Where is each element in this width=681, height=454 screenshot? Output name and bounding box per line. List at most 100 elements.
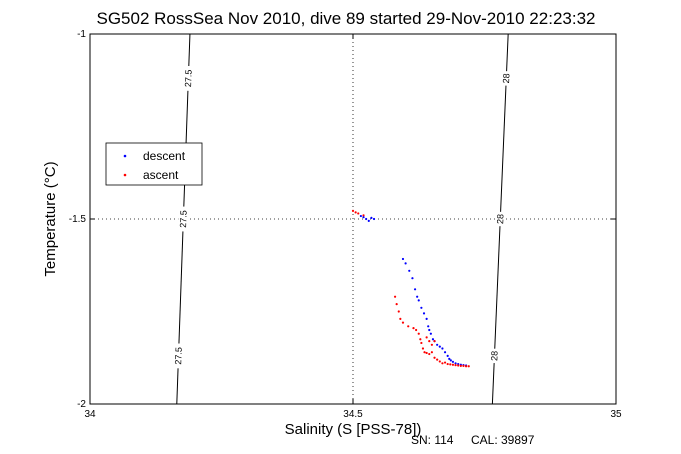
point-descent xyxy=(425,317,428,320)
point-ascent xyxy=(423,351,426,354)
point-ascent xyxy=(421,347,425,350)
isopycnal-label-bg xyxy=(173,343,184,369)
point-ascent xyxy=(428,352,431,356)
point-ascent xyxy=(436,358,439,361)
point-descent xyxy=(404,262,407,265)
isopycnal-label-bg xyxy=(489,348,500,364)
isopycnal-label: 27.5 xyxy=(173,347,184,365)
isopycnals: 27.5 27.5 27.5 28 28 28 xyxy=(173,33,512,405)
point-descent xyxy=(449,359,452,362)
isopycnal-label-bg xyxy=(177,206,189,232)
point-descent xyxy=(451,360,455,363)
point-ascent xyxy=(417,332,420,335)
axis-ticks: 34 34.5 35 -1 -1.5 -2 xyxy=(69,29,622,420)
x-tick-label: 34.5 xyxy=(343,409,363,420)
point-ascent xyxy=(467,365,470,368)
point-descent xyxy=(448,357,451,360)
data-points xyxy=(351,209,470,368)
point-descent xyxy=(411,277,414,280)
point-ascent xyxy=(419,338,422,341)
point-ascent xyxy=(399,317,402,320)
point-descent xyxy=(401,257,405,261)
isopycnal-label: 27.5 xyxy=(183,69,194,87)
legend-box xyxy=(105,142,203,186)
point-ascent xyxy=(415,328,418,332)
point-ascent xyxy=(433,356,436,359)
point-ascent xyxy=(457,364,460,367)
point-ascent xyxy=(393,295,397,298)
point-ascent xyxy=(395,303,398,306)
x-axis-label: Salinity (S [PSS-78]) xyxy=(285,421,422,438)
point-ascent xyxy=(401,321,405,324)
point-descent xyxy=(413,288,417,291)
point-descent xyxy=(370,216,373,219)
y-tick-label: -1 xyxy=(77,29,86,40)
y-axis-label: Temperature (°C) xyxy=(42,161,59,276)
point-descent xyxy=(372,217,376,221)
point-descent xyxy=(359,214,362,218)
point-ascent xyxy=(430,351,433,354)
point-descent xyxy=(441,347,444,350)
point-ascent xyxy=(351,209,355,212)
point-descent xyxy=(431,338,435,341)
point-ascent xyxy=(462,364,465,367)
calibration: CAL: 39897 xyxy=(471,433,535,447)
isopycnal-label-bg xyxy=(494,211,506,227)
point-ascent xyxy=(428,340,431,343)
point-ascent xyxy=(420,341,423,345)
point-ascent xyxy=(425,351,428,355)
point-descent xyxy=(428,328,431,332)
point-ascent xyxy=(438,360,441,363)
point-ascent xyxy=(459,364,462,367)
legend-marker-ascent xyxy=(123,173,127,177)
grid-lines xyxy=(90,34,616,404)
x-tick-label: 35 xyxy=(610,409,622,420)
point-ascent xyxy=(454,364,457,367)
legend-label-descent: descent xyxy=(143,149,186,163)
point-descent xyxy=(362,216,365,219)
legend-marker-descent xyxy=(123,154,127,158)
point-descent xyxy=(420,306,423,309)
point-descent xyxy=(416,295,419,298)
chart-title: SG502 RossSea Nov 2010, dive 89 started … xyxy=(97,9,596,28)
point-ascent xyxy=(407,325,410,328)
y-tick-label: -2 xyxy=(77,399,86,410)
point-ascent xyxy=(441,362,444,365)
point-ascent xyxy=(433,340,436,343)
legend: descent ascent xyxy=(105,142,203,186)
point-ascent xyxy=(446,362,449,366)
point-descent xyxy=(408,269,411,272)
isopycnal-label: 27.5 xyxy=(178,210,189,228)
serial-number: SN: 114 xyxy=(411,433,454,447)
point-ascent xyxy=(354,211,357,214)
point-descent xyxy=(365,217,368,221)
point-ascent xyxy=(451,363,455,366)
point-ascent xyxy=(397,310,400,313)
isopycnal-label-bg xyxy=(500,70,512,86)
point-descent xyxy=(443,351,447,354)
point-ascent xyxy=(443,361,447,364)
isopycnal-label-bg xyxy=(182,65,194,91)
point-descent xyxy=(367,219,370,222)
isopycnal-label: 28 xyxy=(501,73,511,83)
point-ascent xyxy=(464,365,468,368)
point-ascent xyxy=(357,212,360,215)
point-descent xyxy=(422,312,426,315)
point-descent xyxy=(438,345,441,348)
point-ascent xyxy=(449,363,452,366)
isopycnal-label: 28 xyxy=(495,214,505,224)
point-ascent xyxy=(425,336,428,339)
isopycnal-label: 28 xyxy=(489,351,499,361)
point-descent xyxy=(417,299,420,302)
point-descent xyxy=(429,332,432,335)
point-descent xyxy=(454,362,457,365)
legend-label-ascent: ascent xyxy=(143,168,179,182)
point-ascent xyxy=(412,327,415,330)
point-ascent xyxy=(362,214,365,217)
x-tick-label: 34 xyxy=(84,409,96,420)
point-ascent xyxy=(430,343,433,346)
point-descent xyxy=(446,354,449,357)
point-descent xyxy=(436,343,439,346)
y-tick-label: -1.5 xyxy=(69,214,87,225)
